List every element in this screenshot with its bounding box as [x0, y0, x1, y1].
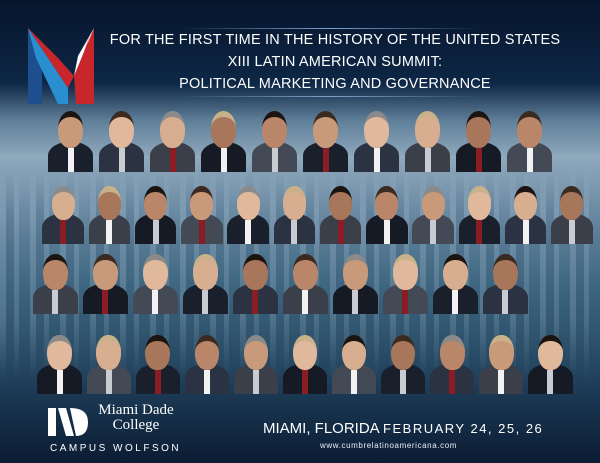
speaker-portrait: [180, 242, 230, 314]
speaker-portrait: [80, 242, 130, 314]
event-city: MIAMI, FLORIDA: [263, 420, 379, 437]
speaker-portrait: [280, 242, 330, 314]
speaker-portrait: [40, 172, 86, 244]
speaker-portrait: [402, 100, 453, 172]
speaker-portrait: [410, 172, 456, 244]
headline-line-3: POLITICAL MARKETING AND GOVERNANCE: [179, 76, 491, 92]
speaker-portrait: [84, 322, 133, 394]
speaker-portrait: [133, 322, 182, 394]
speaker-portrait: [318, 172, 364, 244]
divider-top: [180, 28, 480, 29]
speaker-portrait: [430, 242, 480, 314]
speaker-portrait: [453, 100, 504, 172]
speakers-row: [0, 242, 600, 314]
speaker-portrait: [35, 322, 84, 394]
summit-m-logo-icon: [28, 28, 94, 104]
speaker-portrait: [96, 100, 147, 172]
speakers-row: [0, 172, 600, 244]
speaker-portrait: [351, 100, 402, 172]
speaker-portrait: [428, 322, 477, 394]
speaker-portrait: [549, 172, 595, 244]
speaker-portrait: [198, 100, 249, 172]
miami-dade-college-logo-icon: [48, 408, 88, 436]
speaker-portrait: [364, 172, 410, 244]
college-name-line-1: Miami Dade: [98, 402, 174, 418]
speaker-portrait: [330, 322, 379, 394]
speakers-row: [0, 100, 600, 172]
speaker-portrait: [504, 100, 555, 172]
divider-bottom: [180, 96, 480, 97]
website-link[interactable]: www.cumbrelatinoamericana.com: [320, 441, 458, 450]
speaker-portrait: [133, 172, 179, 244]
headline-line-1: FOR THE FIRST TIME IN THE HISTORY OF THE…: [109, 32, 561, 48]
speaker-portrait: [526, 322, 575, 394]
speaker-portrait: [179, 172, 225, 244]
speaker-portrait: [147, 100, 198, 172]
speaker-portrait: [45, 100, 96, 172]
speaker-portrait: [379, 322, 428, 394]
speaker-portrait: [280, 322, 329, 394]
speaker-portrait: [182, 322, 231, 394]
speaker-portrait: [86, 172, 132, 244]
campus-name: CAMPUS WOLFSON: [50, 443, 182, 454]
speaker-portrait: [130, 242, 180, 314]
college-name-line-2: College: [112, 417, 160, 433]
speaker-portrait: [231, 322, 280, 394]
speaker-portrait: [480, 242, 530, 314]
speaker-portrait: [230, 242, 280, 314]
speaker-portrait: [30, 242, 80, 314]
speaker-portrait: [456, 172, 502, 244]
speaker-portrait: [330, 242, 380, 314]
headline-line-2: XIII LATIN AMERICAN SUMMIT:: [227, 54, 443, 70]
speakers-row: [0, 322, 600, 394]
speaker-portrait: [477, 322, 526, 394]
speaker-portrait: [503, 172, 549, 244]
speaker-portrait: [300, 100, 351, 172]
event-location-dates: MIAMI, FLORIDA FEBRUARY 24, 25, 26: [263, 420, 543, 437]
speaker-portrait: [225, 172, 271, 244]
event-dates: FEBRUARY 24, 25, 26: [383, 421, 544, 436]
college-name: Miami Dade College: [96, 403, 176, 433]
speaker-portrait: [249, 100, 300, 172]
speaker-portrait: [271, 172, 317, 244]
speaker-portrait: [380, 242, 430, 314]
